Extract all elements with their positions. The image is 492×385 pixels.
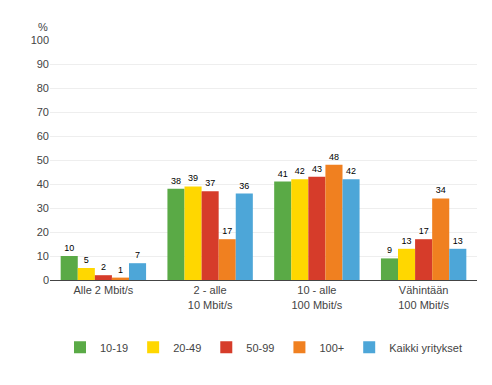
svg-text:42: 42 — [346, 166, 356, 176]
svg-text:2 - alle10 Mbit/s: 2 - alle10 Mbit/s — [188, 284, 233, 310]
svg-text:50-99: 50-99 — [246, 342, 274, 354]
svg-text:10: 10 — [64, 243, 74, 253]
svg-text:13: 13 — [453, 236, 463, 246]
svg-text:38: 38 — [171, 176, 181, 186]
svg-text:17: 17 — [222, 226, 232, 236]
svg-text:17: 17 — [419, 226, 429, 236]
svg-text:2: 2 — [101, 262, 106, 272]
svg-text:60: 60 — [37, 130, 49, 142]
svg-text:90: 90 — [37, 58, 49, 70]
svg-text:5: 5 — [84, 255, 89, 265]
svg-text:100+: 100+ — [319, 342, 344, 354]
svg-text:10: 10 — [37, 250, 49, 262]
svg-text:42: 42 — [295, 166, 305, 176]
svg-text:Vähintään100 Mbit/s: Vähintään100 Mbit/s — [398, 284, 449, 310]
svg-text:36: 36 — [239, 181, 249, 191]
svg-text:40: 40 — [37, 178, 49, 190]
svg-text:20-49: 20-49 — [173, 342, 201, 354]
svg-text:70: 70 — [37, 106, 49, 118]
svg-text:20: 20 — [37, 226, 49, 238]
svg-text:Alle 2 Mbit/s: Alle 2 Mbit/s — [73, 284, 133, 296]
svg-text:%: % — [38, 21, 48, 33]
svg-text:43: 43 — [312, 164, 322, 174]
svg-text:9: 9 — [387, 245, 392, 255]
svg-text:0: 0 — [43, 274, 49, 286]
svg-text:30: 30 — [37, 202, 49, 214]
svg-text:100: 100 — [31, 34, 49, 46]
svg-text:1: 1 — [118, 265, 123, 275]
svg-text:13: 13 — [402, 236, 412, 246]
svg-text:48: 48 — [329, 152, 339, 162]
svg-text:50: 50 — [37, 154, 49, 166]
svg-text:34: 34 — [436, 185, 446, 195]
svg-text:10 - alle100 Mbit/s: 10 - alle100 Mbit/s — [292, 284, 343, 310]
svg-text:80: 80 — [37, 82, 49, 94]
svg-text:39: 39 — [188, 173, 198, 183]
svg-text:37: 37 — [205, 178, 215, 188]
svg-text:41: 41 — [278, 169, 288, 179]
svg-text:10-19: 10-19 — [100, 342, 128, 354]
svg-text:Kaikki yritykset: Kaikki yritykset — [389, 342, 462, 354]
svg-text:7: 7 — [135, 250, 140, 260]
